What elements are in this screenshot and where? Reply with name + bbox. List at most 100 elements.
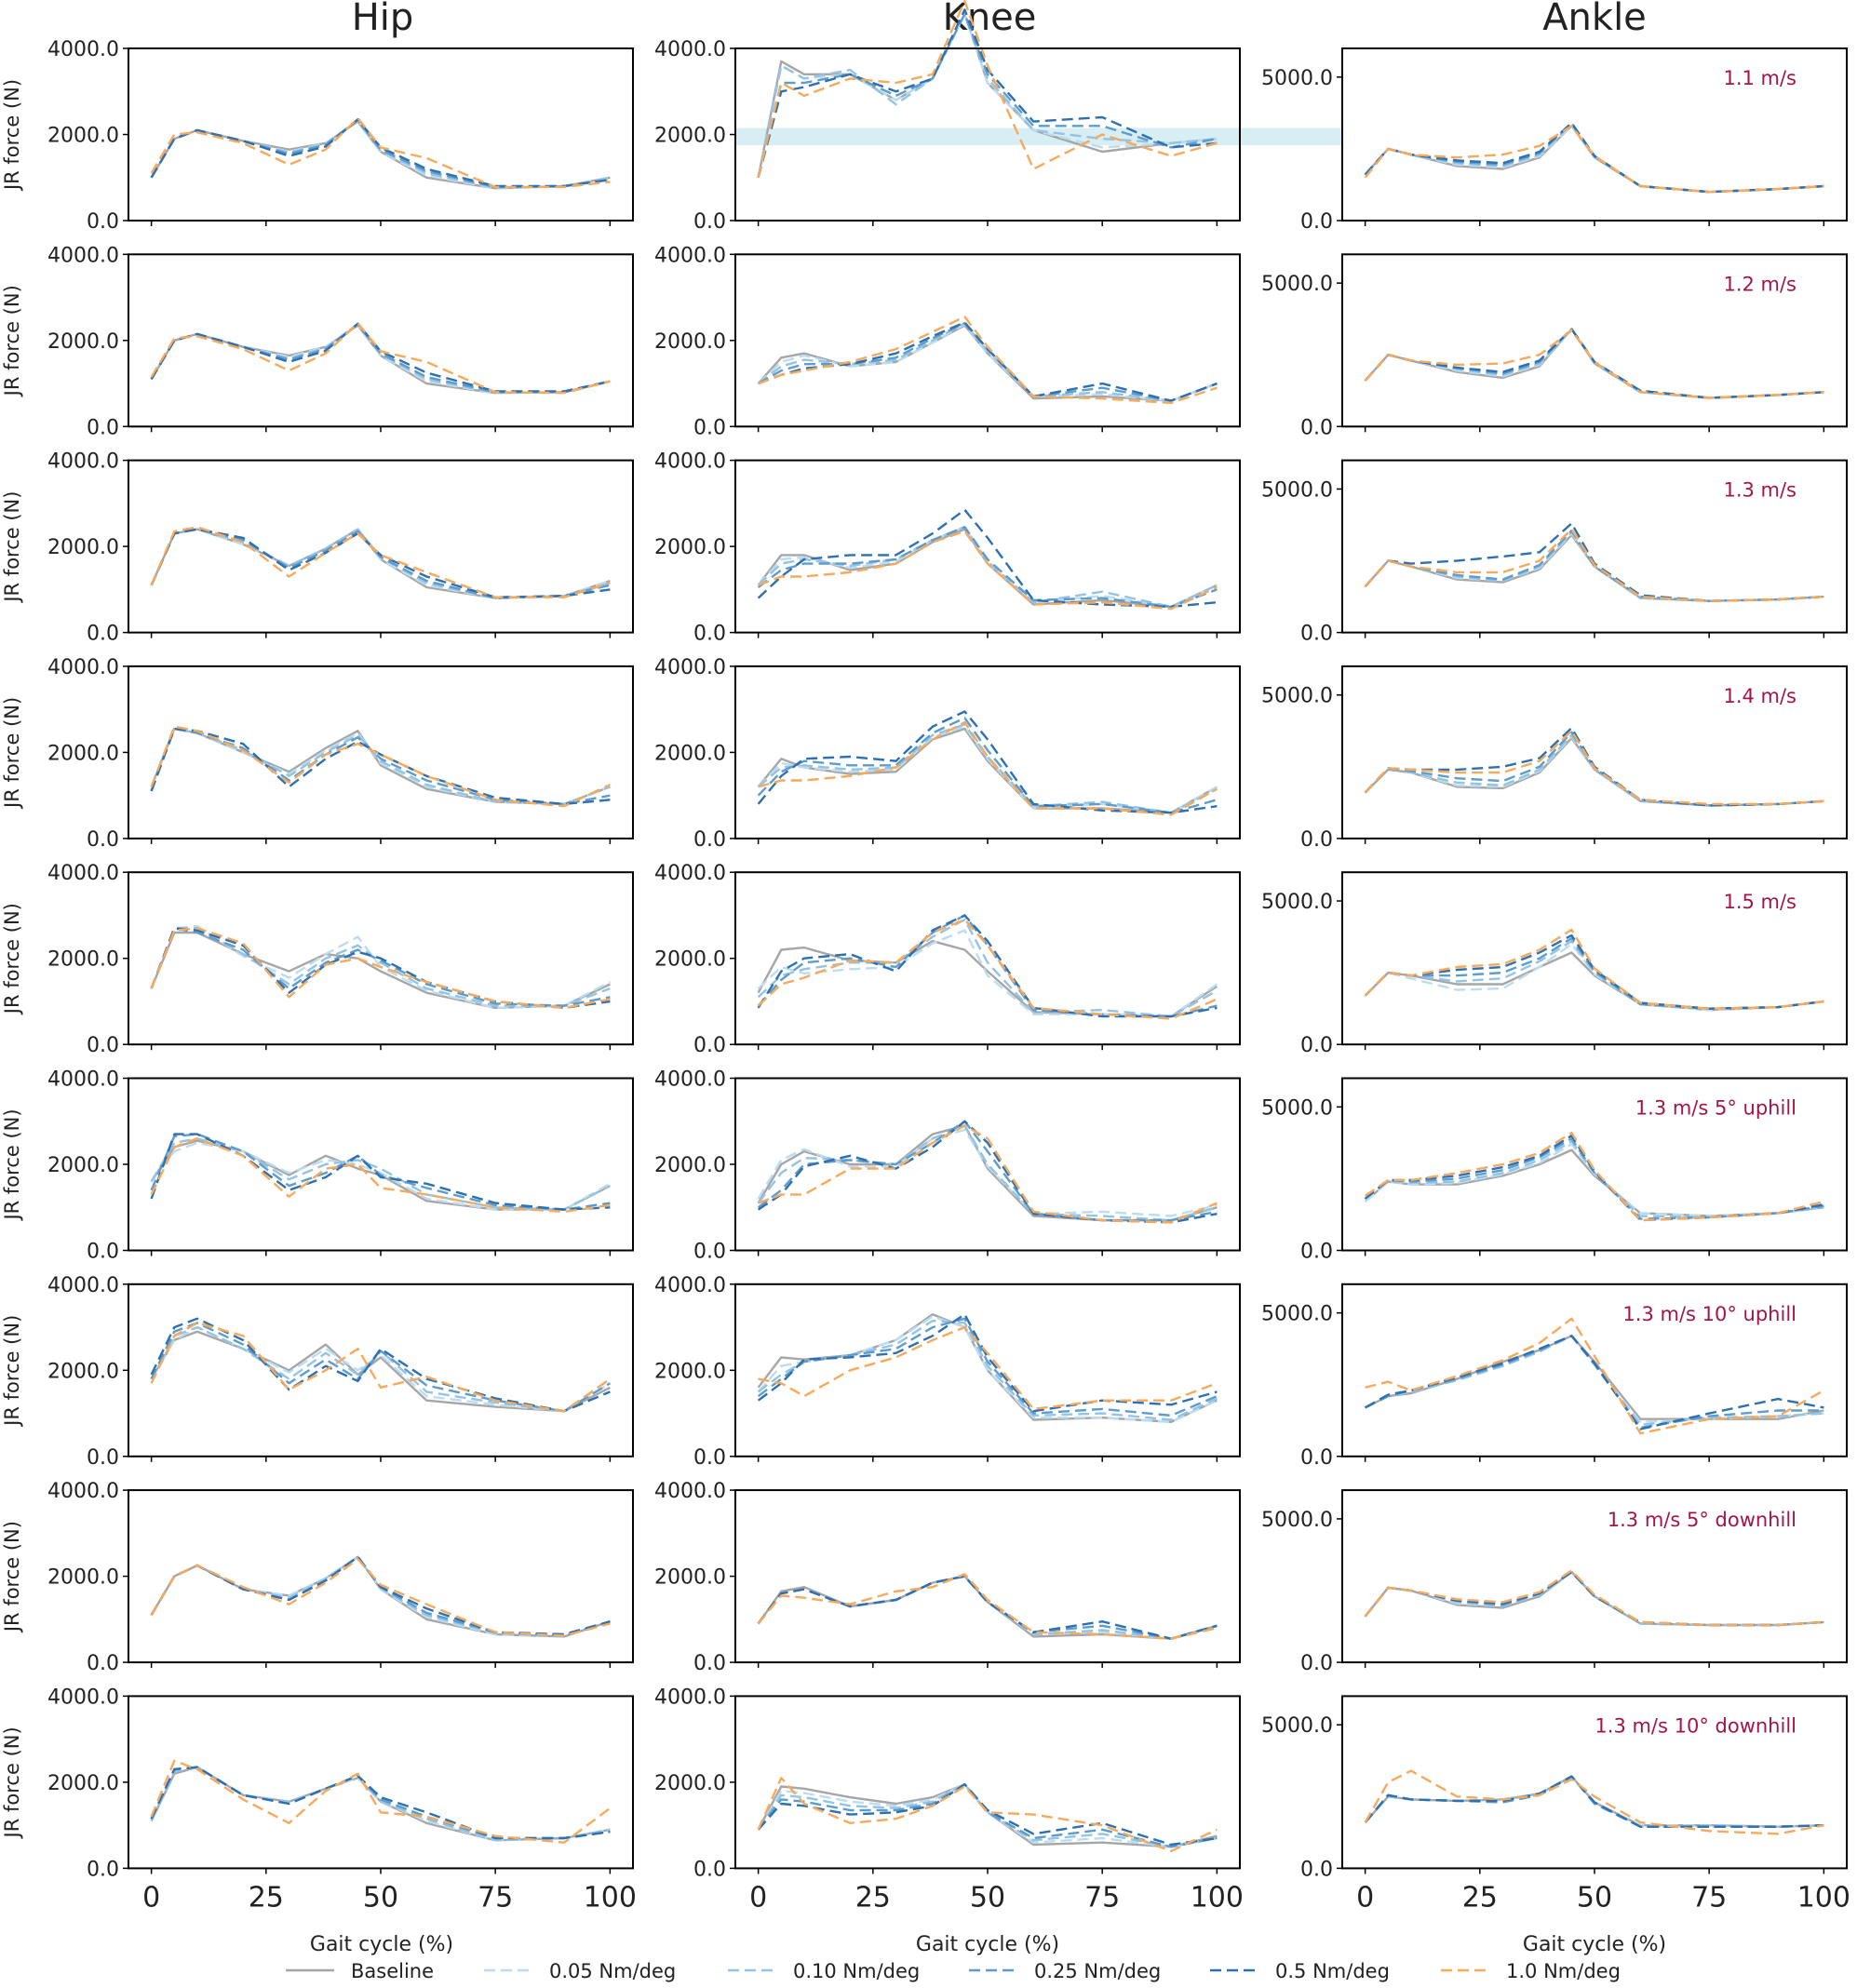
- series-line-baseline: [757, 940, 1218, 1018]
- condition-label: 1.4 m/s: [1723, 685, 1796, 707]
- y-tick-label: 0.0: [693, 416, 726, 439]
- series-line-1-0-nm-deg: [150, 1557, 611, 1637]
- series-line-0-05-nm-deg: [150, 323, 611, 395]
- panel-frame: [734, 459, 1241, 634]
- series-line-0-05-nm-deg: [150, 1141, 611, 1211]
- y-tick-label: 0.0: [693, 1034, 726, 1057]
- series-line-0-25-nm-deg: [150, 727, 611, 806]
- series-line-0-10-nm-deg: [1364, 531, 1824, 602]
- panel-frame: [1341, 1489, 1848, 1664]
- series-line-0-10-nm-deg: [1364, 733, 1824, 807]
- series-line-0-10-nm-deg: [1365, 1335, 1824, 1427]
- series-line-0-05-nm-deg: [757, 1575, 1218, 1640]
- series-line-0-05-nm-deg: [150, 119, 611, 190]
- panel-knee-row-4: 0.0 2000.0 4000.0: [654, 656, 1241, 852]
- panel-frame: [734, 665, 1241, 840]
- y-tick-label: 0.0: [87, 623, 119, 646]
- x-tick-label: 50: [970, 1881, 1005, 1914]
- series-line-baseline: [1365, 1335, 1824, 1420]
- condition-label: 1.2 m/s: [1723, 273, 1796, 295]
- series-line-0-25-nm-deg: [150, 118, 611, 189]
- y-tick-label: 2000.0: [47, 948, 119, 972]
- y-axis-label: JR force (N): [1, 285, 23, 397]
- y-axis-label: JR force (N): [1, 491, 23, 604]
- panel-knee-row-8: 0.0 2000.0 4000.0: [654, 1480, 1241, 1675]
- x-tick-label: 50: [363, 1881, 398, 1914]
- y-tick-label: 5000.0: [1261, 891, 1333, 914]
- y-tick-label: 2000.0: [47, 536, 119, 559]
- y-tick-label: 0.0: [693, 828, 726, 852]
- panel-frame: [128, 1077, 634, 1252]
- y-axis-label: JR force (N): [1, 1315, 23, 1428]
- y-tick-label: 4000.0: [654, 1686, 726, 1709]
- series-line-0-05-nm-deg: [757, 323, 1218, 402]
- series-line-1-0-nm-deg: [150, 116, 611, 189]
- y-tick-label: 0.0: [87, 1034, 119, 1057]
- y-tick-label: 4000.0: [47, 1274, 119, 1297]
- panel-frame: [734, 253, 1241, 428]
- condition-label: 1.3 m/s 5° uphill: [1635, 1097, 1796, 1120]
- y-tick-label: 4000.0: [47, 1686, 119, 1709]
- series-line-0-10-nm-deg: [757, 723, 1218, 814]
- series-line-0-5-nm-deg: [150, 1317, 611, 1413]
- series-line-1-0-nm-deg: [150, 1759, 612, 1844]
- panel-frame: [128, 871, 634, 1046]
- series-line-0-10-nm-deg: [150, 1555, 611, 1638]
- panel-hip-row-6: 0.0 2000.0 4000.0 JR force (N): [1, 1068, 634, 1264]
- panel-hip-row-9: 0.0 2000.0 4000.0 0 25 50 75 100 JR force (N): [1, 1686, 637, 1914]
- series-line-1-0-nm-deg: [758, 530, 1218, 611]
- x-tick-label: 100: [584, 1881, 637, 1914]
- y-tick-label: 4000.0: [47, 656, 119, 679]
- legend-label: 0.10 Nm/deg: [793, 1960, 920, 1982]
- series-line-0-05-nm-deg: [757, 1782, 1218, 1848]
- series-line-0-05-nm-deg: [150, 924, 611, 1010]
- panel-frame: [1341, 253, 1848, 428]
- x-tick-label: 25: [855, 1881, 891, 1914]
- y-tick-label: 2000.0: [654, 742, 726, 765]
- y-tick-label: 0.0: [1300, 416, 1333, 439]
- panel-hip-row-8: 0.0 2000.0 4000.0 JR force (N): [1, 1480, 634, 1675]
- panel-frame: [734, 871, 1241, 1046]
- y-tick-label: 2000.0: [654, 330, 726, 354]
- series-line-0-05-nm-deg: [757, 929, 1218, 1018]
- series-line-0-25-nm-deg: [757, 1575, 1218, 1640]
- y-axis-label: JR force (N): [1, 1726, 23, 1839]
- series-line-0-5-nm-deg: [150, 1555, 611, 1636]
- panel-grid: 0.0 2000.0 4000.0 JR force (N) 0.0 2000.0 4000…: [1, 0, 1850, 1914]
- series-line-1-0-nm-deg: [1364, 125, 1824, 194]
- series-line-0-25-nm-deg: [757, 717, 1218, 814]
- panel-hip-row-4: 0.0 2000.0 4000.0 JR force (N): [1, 656, 634, 852]
- y-axis-label: JR force (N): [1, 903, 23, 1015]
- series-line-baseline: [1364, 125, 1824, 194]
- series-line-0-25-nm-deg: [757, 1120, 1218, 1222]
- x-tick-label: 100: [1797, 1881, 1850, 1914]
- series-line-baseline: [757, 1782, 1218, 1848]
- series-line-1-0-nm-deg: [1364, 1569, 1824, 1627]
- series-line-0-25-nm-deg: [150, 1555, 611, 1637]
- y-axis-label: JR force (N): [1, 1108, 23, 1221]
- y-tick-label: 0.0: [87, 1858, 119, 1881]
- y-tick-label: 2000.0: [47, 1154, 119, 1177]
- panel-knee-row-7: 0.0 2000.0 4000.0: [654, 1274, 1241, 1470]
- series-line-1-0-nm-deg: [1364, 329, 1824, 399]
- y-tick-label: 4000.0: [654, 1068, 726, 1092]
- y-tick-label: 4000.0: [47, 450, 119, 474]
- series-line-1-0-nm-deg: [1364, 730, 1824, 806]
- y-tick-label: 2000.0: [47, 742, 119, 765]
- series-line-0-10-nm-deg: [757, 1782, 1218, 1848]
- series-line-0-5-nm-deg: [150, 322, 611, 393]
- column-title-ankle: Ankle: [1542, 0, 1647, 39]
- y-tick-label: 4000.0: [654, 38, 726, 61]
- panel-ankle-row-7: 0.0 5000.0 1.3 m/s 10° uphill: [1261, 1283, 1848, 1470]
- y-tick-label: 2000.0: [47, 125, 119, 148]
- y-tick-label: 2000.0: [654, 125, 726, 148]
- y-tick-label: 2000.0: [654, 536, 726, 559]
- series-line-1-0-nm-deg: [150, 927, 611, 1010]
- y-tick-label: 4000.0: [654, 450, 726, 474]
- x-tick-label: 25: [1462, 1881, 1498, 1914]
- series-line-0-10-nm-deg: [150, 1325, 612, 1413]
- panel-frame: [734, 1077, 1241, 1252]
- y-tick-label: 4000.0: [47, 38, 119, 61]
- series-line-1-0-nm-deg: [1364, 1769, 1824, 1835]
- y-tick-label: 5000.0: [1261, 1509, 1333, 1532]
